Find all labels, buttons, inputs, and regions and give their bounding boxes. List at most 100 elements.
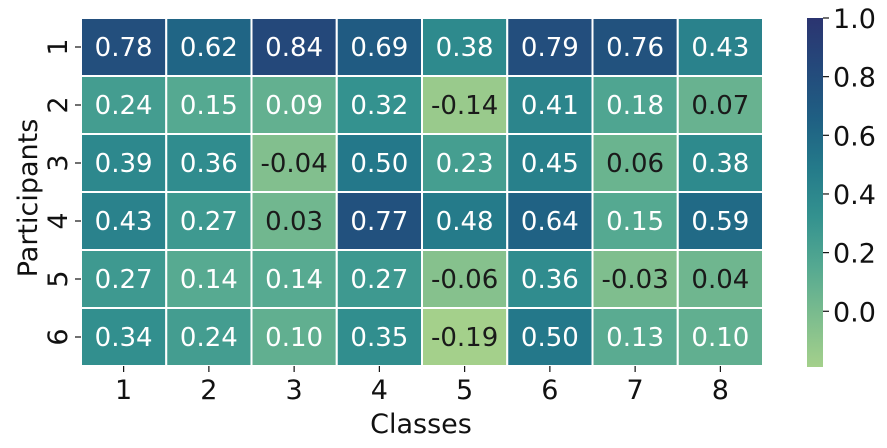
- x-tick-label: 5: [456, 375, 473, 406]
- heatmap-cell-label: 0.78: [95, 33, 153, 63]
- heatmap-cell: [335, 191, 423, 251]
- heatmap-cell: [165, 17, 253, 77]
- x-tick-label: 7: [627, 375, 644, 406]
- heatmap-cell-label: 0.06: [606, 149, 664, 179]
- heatmap-cell-label: -0.14: [431, 91, 498, 121]
- colorbar-tick-label: 0.6: [833, 121, 876, 152]
- heatmap-cell: [421, 133, 509, 193]
- x-tick-label: 3: [286, 375, 303, 406]
- x-tick-label: 6: [541, 375, 558, 406]
- heatmap-cell-label: 0.13: [606, 323, 664, 353]
- heatmap-cell: [250, 133, 338, 193]
- y-tick-label: 2: [43, 96, 74, 113]
- colorbar: 0.0 0.2 0.4 0.6 0.8 1.0: [807, 4, 876, 367]
- heatmap-cell-label: 0.24: [180, 323, 238, 353]
- y-tick-label: 6: [43, 328, 74, 345]
- y-axis-title: Participants: [13, 119, 44, 278]
- heatmap-cell-label: -0.19: [431, 323, 498, 353]
- heatmap-cell: [421, 307, 509, 367]
- heatmap-cell: [506, 17, 594, 77]
- x-tick-label: 2: [200, 375, 217, 406]
- heatmap-cell-label: 0.18: [606, 91, 664, 121]
- heatmap-cell-label: 0.10: [691, 323, 749, 353]
- x-tick-label: 4: [371, 375, 388, 406]
- heatmap-cell-label: 0.77: [350, 207, 408, 237]
- heatmap-cell-label: 0.15: [180, 91, 238, 121]
- colorbar-tick-label: 0.4: [833, 180, 876, 211]
- heatmap-cell-label: -0.03: [601, 265, 668, 295]
- heatmap-cell: [165, 307, 253, 367]
- heatmap-cell-label: 0.24: [95, 91, 153, 121]
- heatmap-cell-label: -0.06: [431, 265, 498, 295]
- colorbar-gradient: [807, 18, 823, 367]
- colorbar-tick-label: 0.2: [833, 239, 876, 270]
- heatmap-cell-label: 0.34: [95, 323, 153, 353]
- heatmap-cell-label: 0.50: [521, 323, 579, 353]
- heatmap-cell-label: 0.15: [606, 207, 664, 237]
- heatmap-cell: [591, 191, 679, 251]
- heatmap-cell-label: 0.27: [180, 207, 238, 237]
- heatmap-cell: [676, 133, 764, 193]
- y-tick-label: 5: [43, 270, 74, 287]
- heatmap-cell-label: 0.43: [691, 33, 749, 63]
- heatmap-cell-label: 0.23: [436, 149, 494, 179]
- heatmap-cell: [250, 191, 338, 251]
- y-tick-label: 1: [43, 38, 74, 55]
- heatmap-cell-label: 0.07: [691, 91, 749, 121]
- heatmap-cell-label: 0.76: [606, 33, 664, 63]
- heatmap-grid: 0.78 0.62 0.84 0.69 0.38 0.79 0.76 0.43 0.24 0.15…: [80, 17, 764, 367]
- heatmap-cell: [676, 75, 764, 135]
- heatmap-cell: [506, 133, 594, 193]
- heatmap-cell-label: 0.59: [691, 207, 749, 237]
- heatmap-cell-label: 0.27: [95, 265, 153, 295]
- heatmap-cell: [335, 75, 423, 135]
- colorbar-tick-label: 0.0: [833, 297, 876, 328]
- heatmap-cell-label: 0.38: [436, 33, 494, 63]
- heatmap-cell-label: 0.03: [265, 207, 323, 237]
- heatmap-cell-label: 0.32: [350, 91, 408, 121]
- heatmap-cell-label: 0.64: [521, 207, 579, 237]
- x-tick-label: 8: [712, 375, 729, 406]
- heatmap-cell: [165, 133, 253, 193]
- heatmap-cell: [335, 249, 423, 309]
- heatmap-cell: [591, 133, 679, 193]
- heatmap-cell: [165, 75, 253, 135]
- heatmap-cell-label: 0.36: [180, 149, 238, 179]
- y-tick-label: 4: [43, 212, 74, 229]
- heatmap-cell-label: 0.38: [691, 149, 749, 179]
- heatmap-cell-label: 0.14: [265, 265, 323, 295]
- heatmap-cell: [506, 307, 594, 367]
- heatmap-cell-label: 0.69: [350, 33, 408, 63]
- x-axis-title: Classes: [370, 409, 472, 440]
- heatmap-cell-label: 0.84: [265, 33, 323, 63]
- heatmap-cell-label: 0.45: [521, 149, 579, 179]
- heatmap-cell-label: 0.79: [521, 33, 579, 63]
- x-axis: 1 2 3 4 5 6 7 8: [115, 366, 729, 406]
- heatmap-cell-label: 0.36: [521, 265, 579, 295]
- heatmap-cell-label: 0.41: [521, 91, 579, 121]
- heatmap-cell-label: 0.27: [350, 265, 408, 295]
- heatmap-cell: [676, 17, 764, 77]
- y-tick-label: 3: [43, 154, 74, 171]
- colorbar-tick-label: 0.8: [833, 63, 876, 94]
- heatmap-cell: [335, 133, 423, 193]
- colorbar-tick-label: 1.0: [833, 4, 876, 35]
- heatmap-cell-label: 0.35: [350, 323, 408, 353]
- heatmap-cell-label: 0.14: [180, 265, 238, 295]
- heatmap-cell-label: 0.43: [95, 207, 153, 237]
- y-axis: 1 2 3 4 5 6: [43, 38, 81, 346]
- heatmap-cell-label: 0.48: [436, 207, 494, 237]
- heatmap-cell-label: 0.39: [95, 149, 153, 179]
- heatmap-cell: [591, 307, 679, 367]
- heatmap-cell-label: 0.04: [691, 265, 749, 295]
- x-tick-label: 1: [115, 375, 132, 406]
- heatmap-cell: [421, 191, 509, 251]
- heatmap-cell-label: 0.09: [265, 91, 323, 121]
- heatmap-cell-label: 0.62: [180, 33, 238, 63]
- heatmap-cell: [506, 75, 594, 135]
- heatmap-cell: [421, 249, 509, 309]
- heatmap-cell-label: 0.50: [350, 149, 408, 179]
- heatmap-cell-label: -0.04: [260, 149, 327, 179]
- heatmap-cell: [676, 307, 764, 367]
